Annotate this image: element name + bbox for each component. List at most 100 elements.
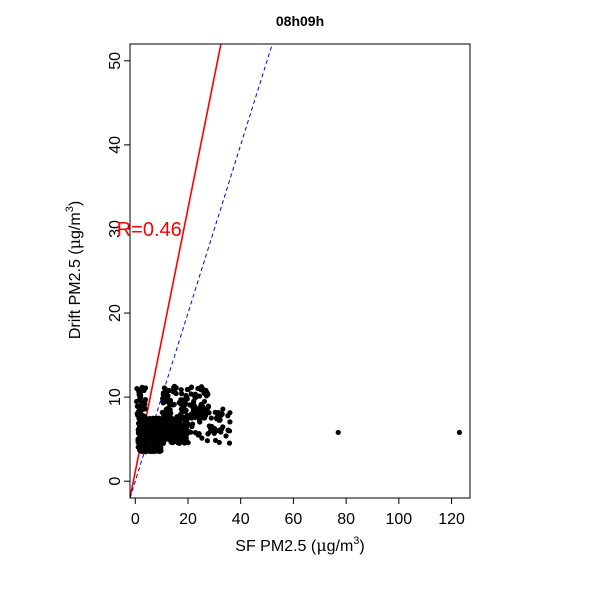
data-point bbox=[186, 428, 192, 435]
data-point bbox=[183, 392, 189, 399]
data-point bbox=[207, 428, 214, 434]
data-point bbox=[178, 439, 184, 445]
data-point bbox=[217, 427, 223, 433]
data-point bbox=[182, 425, 188, 432]
data-point bbox=[192, 391, 198, 397]
data-point bbox=[176, 400, 182, 406]
data-point bbox=[199, 435, 205, 441]
outlier-point bbox=[335, 429, 341, 436]
outlier-point bbox=[456, 429, 463, 436]
y-tick-label: 50 bbox=[107, 52, 124, 70]
data-point bbox=[158, 445, 164, 451]
data-point bbox=[162, 409, 169, 415]
data-point bbox=[137, 405, 143, 412]
data-point bbox=[165, 420, 171, 427]
data-point bbox=[223, 433, 229, 439]
data-point bbox=[208, 415, 214, 421]
data-point bbox=[138, 394, 144, 400]
data-point bbox=[192, 411, 198, 418]
data-point bbox=[149, 434, 155, 441]
data-point bbox=[218, 410, 225, 416]
data-point bbox=[161, 433, 168, 439]
data-point bbox=[138, 426, 144, 432]
data-point bbox=[211, 430, 217, 436]
x-axis-label: SF PM2.5 (μg/m3) bbox=[235, 535, 364, 555]
data-point bbox=[191, 403, 198, 409]
data-point bbox=[142, 397, 149, 403]
data-point bbox=[201, 406, 207, 412]
data-point bbox=[167, 410, 174, 416]
data-point bbox=[168, 424, 174, 431]
data-point bbox=[134, 398, 140, 405]
data-point bbox=[182, 419, 188, 425]
data-point bbox=[178, 387, 184, 393]
y-axis-label: Drift PM2.5 (μg/m3) bbox=[64, 201, 84, 339]
data-point bbox=[164, 388, 170, 395]
y-tick-label: 30 bbox=[107, 220, 124, 238]
data-point bbox=[193, 407, 199, 414]
data-point bbox=[196, 393, 203, 399]
data-point bbox=[227, 410, 233, 416]
r-annotation: R=0.46 bbox=[117, 219, 182, 241]
data-point bbox=[176, 430, 182, 436]
data-point bbox=[184, 386, 190, 393]
data-point bbox=[135, 438, 141, 444]
data-point bbox=[157, 427, 163, 433]
data-point bbox=[168, 438, 174, 445]
data-point bbox=[160, 440, 167, 446]
data-point bbox=[139, 400, 145, 406]
data-point bbox=[164, 427, 170, 433]
scatter-points bbox=[134, 383, 463, 455]
data-point bbox=[220, 406, 226, 412]
data-point bbox=[226, 440, 233, 446]
data-point bbox=[216, 417, 222, 424]
data-point bbox=[141, 429, 147, 435]
y-tick-label: 10 bbox=[107, 388, 124, 406]
data-point bbox=[179, 409, 185, 415]
data-point bbox=[181, 396, 188, 403]
data-point bbox=[173, 385, 179, 391]
data-point bbox=[185, 440, 191, 446]
data-point bbox=[178, 391, 185, 397]
data-point bbox=[165, 414, 171, 420]
data-point bbox=[211, 426, 218, 432]
data-point bbox=[157, 431, 163, 437]
data-point bbox=[154, 419, 160, 425]
x-tick-label: 60 bbox=[285, 511, 303, 528]
data-point bbox=[225, 427, 231, 433]
data-point bbox=[174, 434, 181, 440]
data-point bbox=[170, 430, 176, 436]
data-point bbox=[159, 419, 165, 425]
data-point bbox=[188, 384, 194, 391]
data-point bbox=[214, 413, 221, 420]
data-point bbox=[147, 425, 153, 431]
data-point bbox=[145, 419, 151, 425]
data-point bbox=[145, 436, 151, 443]
data-point bbox=[166, 400, 172, 407]
data-point bbox=[182, 415, 188, 421]
data-point bbox=[227, 419, 233, 425]
data-point bbox=[201, 415, 208, 421]
data-point bbox=[173, 390, 179, 396]
data-point bbox=[206, 410, 212, 416]
data-point bbox=[153, 447, 159, 453]
data-point bbox=[141, 387, 147, 394]
x-tick-label: 120 bbox=[438, 511, 465, 528]
data-point bbox=[198, 387, 204, 393]
data-point bbox=[174, 439, 181, 445]
data-point bbox=[173, 420, 180, 426]
y-tick-label: 20 bbox=[107, 304, 124, 322]
data-point bbox=[141, 422, 147, 429]
data-point bbox=[188, 391, 194, 397]
data-point bbox=[205, 404, 212, 410]
data-point bbox=[212, 437, 219, 444]
data-point bbox=[143, 445, 149, 451]
data-point bbox=[204, 438, 210, 444]
data-point bbox=[205, 391, 211, 397]
data-point bbox=[160, 400, 166, 406]
x-tick-label: 100 bbox=[385, 511, 412, 528]
x-axis: 0 20 40 60 80 100 120 bbox=[131, 497, 465, 528]
data-point bbox=[137, 431, 143, 437]
data-point bbox=[161, 385, 167, 391]
